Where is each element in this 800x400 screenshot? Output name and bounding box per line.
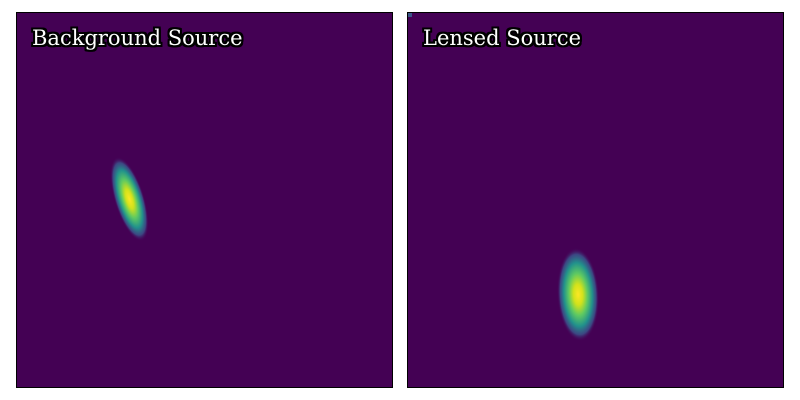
background-source-panel: Background Source xyxy=(16,12,393,388)
panel-title: Background Source xyxy=(32,26,243,50)
image-background xyxy=(408,13,783,387)
lensed-source-blob xyxy=(557,247,600,342)
lensed-source-image xyxy=(408,13,783,387)
lensed-source-panel: Lensed Source xyxy=(407,12,784,388)
image-background xyxy=(17,13,392,387)
corner-pixel xyxy=(408,13,412,17)
background-source-blob xyxy=(110,156,149,242)
panel-title: Lensed Source xyxy=(423,26,582,50)
background-source-image xyxy=(17,13,392,387)
